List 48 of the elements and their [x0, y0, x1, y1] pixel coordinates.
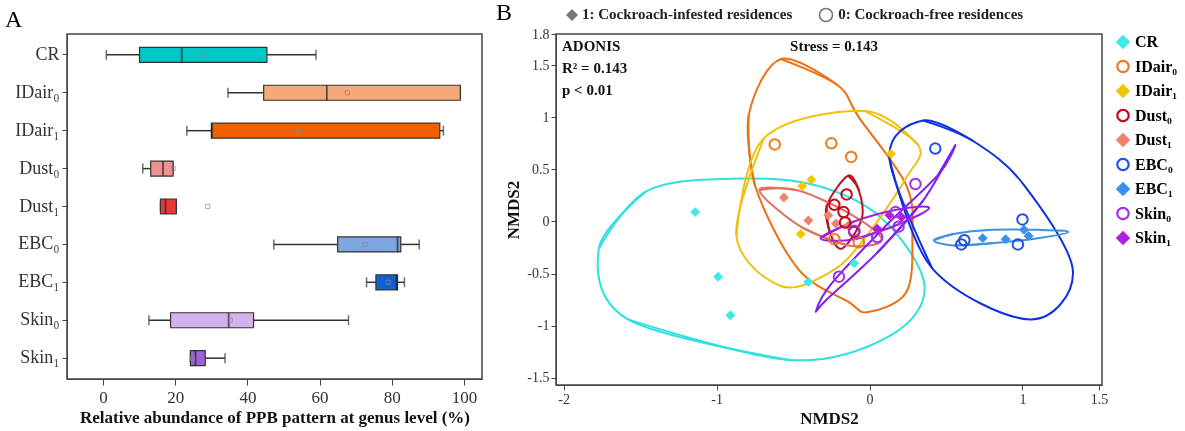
- x-tick-label: 20: [167, 387, 185, 407]
- legend-label: IDair₁: [1135, 82, 1178, 99]
- x-axis-title: Relative abundance of PPB pattern at genus level (%): [79, 407, 471, 427]
- legend-label: EBC₀: [1135, 155, 1173, 173]
- legend-label: Skin₁: [1135, 229, 1172, 246]
- y-axis-title: NMDS2: [504, 180, 524, 240]
- y-tick-label: Dust₀: [19, 157, 60, 178]
- legend-label: Dust₀: [1135, 106, 1173, 124]
- x-tick-label: 1: [1019, 391, 1027, 407]
- x-tick-label: -2: [558, 391, 570, 407]
- x-tick-label: 40: [239, 387, 257, 407]
- y-tick-label: 1.5: [532, 57, 550, 73]
- y-tick-label: -1.5: [527, 370, 550, 386]
- annotation: R² = 0.143: [562, 60, 628, 76]
- y-tick-label: -0.5: [527, 266, 550, 282]
- legend-label: Skin₀: [1135, 204, 1172, 222]
- y-tick-label: IDair₀: [15, 81, 60, 102]
- y-tick-label: CR: [35, 43, 60, 64]
- x-tick-label: 0: [99, 387, 108, 407]
- text: 1: Cockroach-infested residences: [582, 6, 793, 23]
- x-tick-label: 100: [451, 387, 478, 407]
- annotation: p < 0.01: [562, 82, 613, 98]
- chart-title: B: [496, 0, 513, 25]
- chart-title: A: [5, 6, 23, 32]
- annotation: ADONIS: [562, 38, 621, 54]
- x-axis-title: NMDS2: [800, 408, 859, 428]
- y-tick-label: 1: [542, 109, 550, 125]
- y-tick-label: 0.5: [532, 161, 550, 177]
- annotation: Stress = 0.143: [790, 38, 878, 54]
- y-tick-label: 0: [542, 213, 550, 229]
- x-tick-label: 80: [383, 387, 401, 407]
- legend-label: EBC₁: [1135, 180, 1173, 197]
- y-tick-label: -1: [537, 318, 550, 334]
- y-tick-label: EBC₁: [18, 271, 60, 292]
- x-tick-label: -1: [711, 391, 723, 407]
- legend-label: CR: [1135, 33, 1159, 50]
- y-tick-label: Dust₁: [19, 195, 60, 216]
- y-tick-label: IDair₁: [15, 119, 60, 140]
- x-tick-label: 0: [866, 391, 874, 407]
- legend-label: Dust₁: [1135, 131, 1173, 148]
- text: 0: Cockroach-free residences: [838, 6, 1024, 23]
- y-tick-label: Skin₁: [20, 347, 60, 368]
- x-tick-label: 60: [311, 387, 329, 407]
- x-tick-label: 1.5: [1090, 391, 1109, 407]
- y-tick-label: Skin₀: [20, 309, 60, 330]
- legend-label: IDair₀: [1135, 57, 1178, 75]
- y-tick-label: 1.8: [532, 26, 550, 42]
- y-tick-label: EBC₀: [18, 233, 60, 254]
